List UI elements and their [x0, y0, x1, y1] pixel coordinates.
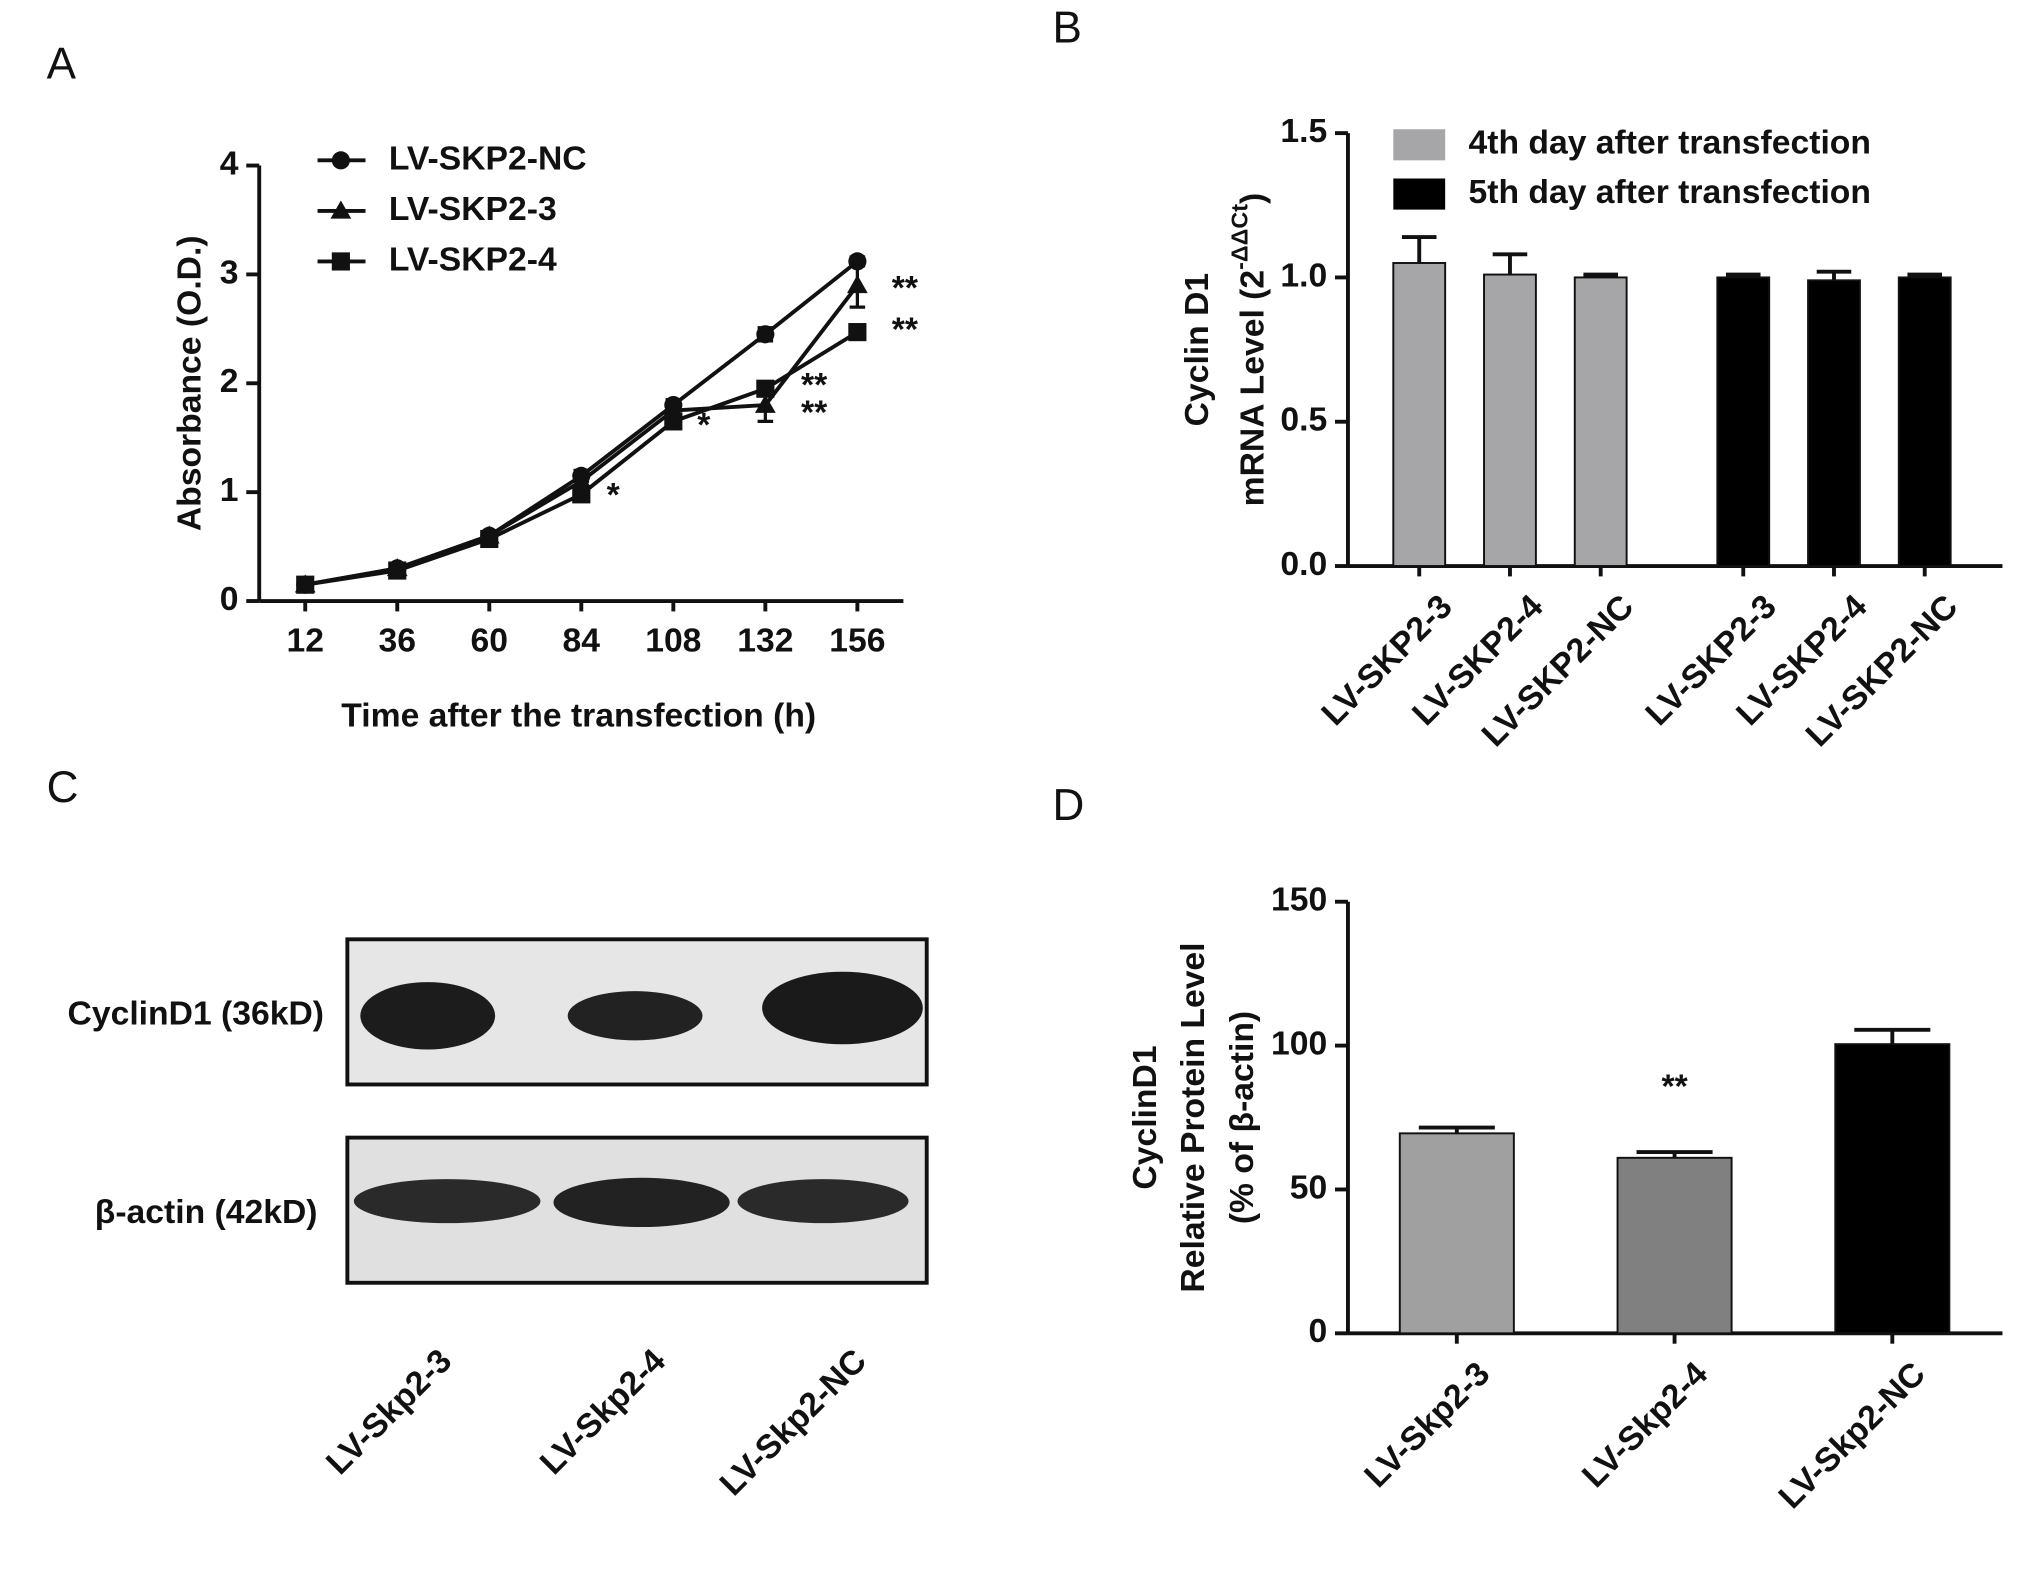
bar — [1392, 262, 1447, 568]
legend-label: 5th day after transfection — [1468, 174, 1870, 211]
y-axis-label-part: ) — [1235, 193, 1272, 204]
annotation: ** — [892, 311, 919, 348]
marker — [756, 325, 775, 344]
x-tick-label: 12 — [286, 622, 323, 659]
y-tick-label: 0 — [1308, 1313, 1327, 1350]
legend-swatch — [1393, 178, 1446, 210]
legend-label: LV-SKP2-3 — [389, 191, 557, 228]
bar — [1897, 276, 1952, 568]
x-tick-label: 132 — [737, 622, 793, 659]
blot-row-label: CyclinD1 (36kD) — [68, 996, 325, 1033]
bar — [1398, 1132, 1515, 1335]
panel-letter: D — [1052, 781, 1084, 830]
y-axis-label-part: mRNA Level (2 — [1235, 270, 1272, 507]
y-axis-label: mRNA Level (2-ΔΔCt) — [1227, 193, 1272, 507]
legend-swatch — [1393, 129, 1446, 161]
marker — [572, 485, 591, 504]
annotation: ** — [801, 367, 828, 404]
y-tick-label: 0 — [220, 581, 239, 618]
legend-label: 4th day after transfection — [1468, 125, 1870, 162]
marker — [296, 575, 315, 594]
x-tick-label: 84 — [563, 622, 601, 659]
legend-marker — [330, 200, 352, 219]
panel-letter: B — [1052, 3, 1081, 52]
error-bar — [1816, 269, 1852, 281]
error-bar — [1401, 235, 1437, 264]
blot-row-label: β-actin (42kD) — [95, 1194, 318, 1231]
y-axis-label: Cyclin D1 — [1179, 273, 1216, 427]
y-axis-label: CyclinD1 — [1127, 1045, 1164, 1189]
y-axis-label: (% of β-actin) — [1224, 1011, 1261, 1224]
legend-label: LV-SKP2-NC — [389, 140, 587, 177]
y-tick-label: 100 — [1271, 1025, 1327, 1062]
bar — [1807, 279, 1861, 568]
panel-letter: A — [47, 40, 77, 89]
y-tick-label: 2 — [220, 363, 239, 400]
annotation: ** — [892, 270, 919, 307]
marker — [388, 561, 407, 580]
marker — [480, 529, 499, 549]
y-tick-label: 1.5 — [1280, 113, 1327, 150]
bar — [1616, 1156, 1733, 1335]
band — [762, 971, 923, 1045]
band — [567, 991, 703, 1041]
error-bar — [1492, 252, 1528, 275]
y-tick-label: 3 — [220, 254, 239, 291]
bar — [1716, 276, 1771, 568]
legend-marker — [331, 252, 350, 271]
legend-marker — [331, 151, 350, 170]
y-axis-label: Relative Protein Level — [1175, 942, 1212, 1292]
marker — [848, 252, 867, 271]
y-tick-label: 1 — [220, 472, 239, 509]
x-tick-label: 156 — [829, 622, 885, 659]
band — [353, 1179, 541, 1224]
x-tick-label: 60 — [471, 622, 508, 659]
marker — [664, 412, 683, 431]
y-tick-label: 0.0 — [1280, 546, 1327, 583]
y-tick-label: 150 — [1271, 882, 1327, 919]
annotation: ** — [1661, 1068, 1688, 1105]
marker — [754, 394, 776, 413]
annotation: * — [697, 407, 711, 444]
marker — [756, 379, 775, 398]
x-tick-label: 108 — [645, 622, 701, 659]
marker — [570, 470, 592, 490]
y-tick-label: 4 — [220, 145, 239, 182]
band — [737, 1179, 909, 1224]
x-axis-label: Time after the transfection (h) — [341, 698, 816, 735]
marker — [848, 323, 867, 342]
y-tick-label: 0.5 — [1280, 402, 1327, 439]
band — [360, 982, 496, 1050]
band — [553, 1177, 730, 1228]
y-tick-label: 50 — [1290, 1169, 1327, 1206]
bar — [1573, 276, 1628, 568]
y-axis-label-sup: -ΔΔCt — [1227, 204, 1253, 270]
x-tick-label: 36 — [379, 622, 416, 659]
error-bar — [1854, 1027, 1931, 1045]
annotation: ** — [801, 394, 828, 431]
panel-letter: C — [47, 763, 79, 812]
legend-label: LV-SKP2-4 — [389, 241, 557, 278]
y-tick-label: 1.0 — [1280, 257, 1327, 294]
marker — [847, 274, 868, 294]
y-axis-label: Absorbance (O.D.) — [172, 235, 209, 531]
bar — [1834, 1043, 1951, 1335]
bar — [1483, 273, 1537, 568]
annotation: * — [607, 477, 621, 514]
